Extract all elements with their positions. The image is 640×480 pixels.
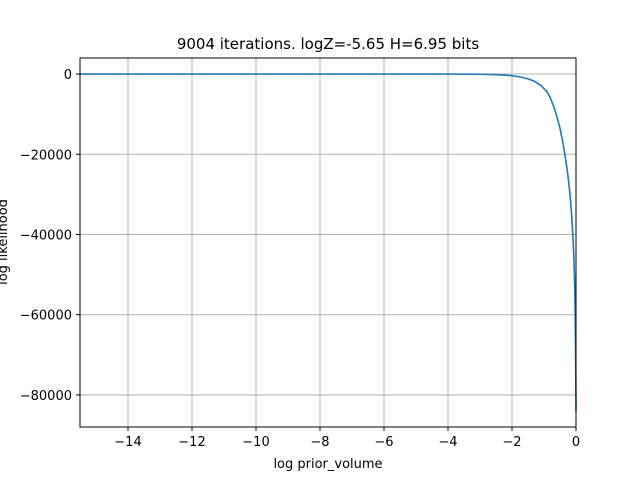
y-tick-label: −80000 bbox=[20, 389, 72, 404]
x-axis-label: log prior_volume bbox=[273, 457, 382, 472]
series-line bbox=[79, 73, 577, 412]
series-layer bbox=[79, 73, 577, 412]
x-tick-label: 0 bbox=[572, 435, 580, 450]
x-tick-label: −2 bbox=[502, 435, 521, 450]
y-tick-label: 0 bbox=[64, 68, 72, 83]
x-tick-label: −8 bbox=[310, 435, 329, 450]
y-tick-label: −20000 bbox=[20, 148, 72, 163]
y-tick-label: −60000 bbox=[20, 309, 72, 324]
x-tick-label: −6 bbox=[374, 435, 393, 450]
x-tick-label: −14 bbox=[114, 435, 141, 450]
x-tick-label: −4 bbox=[438, 435, 457, 450]
chart-title: 9004 iterations. logZ=-5.65 H=6.95 bits bbox=[177, 35, 480, 53]
grid-layer bbox=[80, 58, 577, 427]
plot-frame bbox=[79, 57, 577, 428]
ticks-layer: −14 −12 −10 −8 −6 −4 −2 0 0 −20000 −40000 −60000 −80… bbox=[20, 68, 580, 450]
y-axis-label: log likelihood bbox=[0, 199, 11, 285]
x-tick-label: −10 bbox=[242, 435, 269, 450]
x-tick-label: −12 bbox=[178, 435, 205, 450]
y-tick-label: −40000 bbox=[20, 228, 72, 243]
